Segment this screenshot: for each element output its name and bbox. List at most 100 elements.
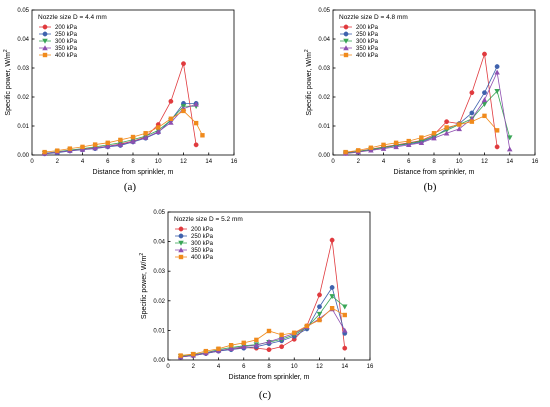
data-point-b-4 [406,142,412,148]
data-point-a-4 [117,141,124,147]
data-point-a-4 [105,143,111,149]
data-point-c-1 [342,345,348,351]
data-point-c-5 [304,323,310,329]
panel-label-a: (a) [124,181,137,193]
data-point-b-5 [356,148,361,153]
data-point-c-5 [216,346,221,351]
data-point-b-5 [406,138,411,144]
y-axis-label-text-a: Specific power, W/m [5,52,12,116]
legend-label-b-3: 300 kPa [356,39,379,45]
data-point-c-4 [266,338,272,344]
data-point-b-4 [368,147,374,153]
legend-marker-b-1 [343,24,349,30]
series-line-a-5 [44,110,203,153]
data-point-c-5 [254,337,259,343]
data-point-b-4 [393,144,399,150]
data-point-a-4 [142,134,149,140]
series-b-4 [342,69,513,156]
y-axis-label-text-b: Specific power, W/m [306,52,313,116]
x-tick-label-c: 0 [166,364,170,370]
legend-label-c-3: 300 kPa [191,241,214,247]
data-point-c-2 [317,304,322,310]
legend-marker-c-2 [178,233,184,239]
legend-entry-b-3: 300 kPa [340,38,379,45]
data-point-b-5 [431,131,437,136]
data-point-c-1 [317,292,322,298]
legend-entry-b-2: 250 kPa [340,31,379,38]
legend-label-a-5: 400 kPa [55,53,78,59]
legend-label-c-4: 350 kPa [191,248,214,254]
data-point-b-5 [419,135,424,140]
series-a-3 [41,104,199,157]
annotation-c: Nozzle size D = 5.2 mm [174,216,243,223]
y-tick-label-c: 0.05 [153,210,165,216]
data-point-a-4 [193,101,199,107]
x-tick-label-c: 16 [367,364,374,370]
annotation-a: Nozzle size D = 4.4 mm [38,14,107,21]
series-c-4 [177,306,348,360]
data-point-c-5 [191,351,196,357]
x-tick-label-b: 14 [506,159,513,165]
y-axis-label-a: Specific power, W/m2 [3,49,12,115]
x-tick-label-a: 10 [155,159,162,165]
data-point-c-5 [329,306,335,311]
data-point-c-3 [342,304,348,310]
data-point-b-4 [494,69,500,75]
data-point-b-4 [431,135,437,141]
x-tick-label-b: 12 [481,159,488,165]
y-axis-label-sup-b: 2 [304,49,310,52]
data-point-c-3 [316,311,323,317]
panel-label-c: (c) [259,389,272,401]
x-tick-label-b: 6 [407,159,411,165]
legend-label-a-3: 300 kPa [55,39,78,45]
annotation-b: Nozzle size D = 4.8 mm [339,14,408,21]
legend-entry-b-4: 350 kPa [340,45,379,52]
legend-marker-a-5 [42,52,48,58]
data-point-a-4 [168,119,174,125]
legend-entry-b-5: 400 kPa [340,52,379,59]
y-axis-label-sup-a: 2 [3,49,9,52]
data-point-b-4 [456,126,462,132]
x-tick-label-c: 10 [291,364,298,370]
y-tick-label-c: 0.04 [153,240,165,246]
data-point-b-4 [380,145,387,151]
x-axis-label-b: Distance from sprinkler, m [394,169,475,176]
x-tick-label-b: 2 [357,159,361,165]
legend-marker-c-4 [178,247,184,253]
data-point-b-5 [494,128,500,133]
x-axis-label-a: Distance from sprinkler, m [93,169,174,176]
data-point-a-5 [143,131,148,136]
legend-marker-a-1 [42,24,48,30]
legend-marker-b-4 [343,45,349,51]
y-tick-label-c: 0.01 [153,328,165,334]
x-tick-label-c: 2 [192,364,196,370]
data-point-a-1 [168,98,174,104]
x-tick-label-b: 4 [382,159,386,165]
legend-label-b-5: 400 kPa [356,53,379,59]
x-tick-label-b: 10 [456,159,463,165]
x-tick-label-a: 6 [106,159,110,165]
data-point-a-1 [193,142,199,148]
data-point-c-5 [203,348,209,354]
data-point-b-1 [469,90,475,96]
chart-panel-b: Specific power, W/m2 Distance from sprin… [304,8,539,193]
data-point-a-5 [168,116,174,121]
data-point-c-5 [292,330,297,335]
data-point-b-2 [494,64,500,69]
y-axis-label-c: Specific power, W/m2 [139,253,148,319]
legend-label-a-2: 250 kPa [55,32,78,38]
data-point-a-5 [105,140,110,146]
y-tick-label-a: 0.03 [17,66,29,72]
legend-marker-a-2 [42,31,48,37]
data-point-c-5 [178,353,183,358]
data-point-b-4 [418,140,425,146]
data-point-a-5 [67,146,73,151]
y-tick-label-a: 0.01 [17,124,29,130]
data-point-b-5 [368,145,374,150]
x-tick-label-a: 16 [231,159,238,165]
data-point-c-5 [266,328,272,334]
x-tick-label-c: 12 [316,364,323,370]
legend-label-a-1: 200 kPa [55,25,78,31]
legend-entry-a-3: 300 kPa [39,38,78,45]
